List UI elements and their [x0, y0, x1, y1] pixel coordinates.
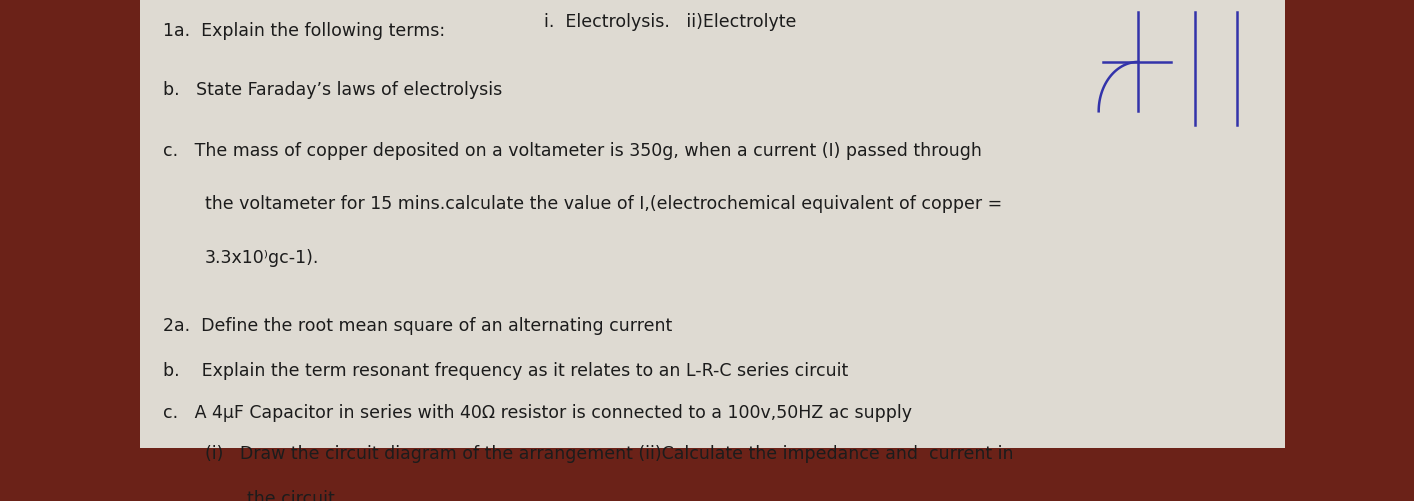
Text: the circuit.: the circuit. — [247, 488, 341, 501]
Text: 2a.  Define the root mean square of an alternating current: 2a. Define the root mean square of an al… — [163, 316, 672, 334]
Text: b.   State Faraday’s laws of electrolysis: b. State Faraday’s laws of electrolysis — [163, 81, 502, 99]
Text: b.    Explain the term resonant frequency as it relates to an L-R-C series circu: b. Explain the term resonant frequency a… — [163, 361, 848, 379]
Text: (i)   Draw the circuit diagram of the arrangement (ii)Calculate the impedance an: (i) Draw the circuit diagram of the arra… — [205, 444, 1014, 462]
Text: c.   The mass of copper deposited on a voltameter is 350g, when a current (I) pa: c. The mass of copper deposited on a vol… — [163, 141, 981, 159]
FancyBboxPatch shape — [140, 0, 1285, 448]
Text: c.   A 4μF Capacitor in series with 40Ω resistor is connected to a 100v,50HZ ac : c. A 4μF Capacitor in series with 40Ω re… — [163, 403, 912, 421]
Text: the voltameter for 15 mins.calculate the value of I,(electrochemical equivalent : the voltameter for 15 mins.calculate the… — [205, 195, 1003, 213]
Text: 1a.  Explain the following terms:: 1a. Explain the following terms: — [163, 23, 445, 41]
Text: 3.3x10⁾gc-1).: 3.3x10⁾gc-1). — [205, 249, 320, 267]
Text: i.  Electrolysis.   ii)Electrolyte: i. Electrolysis. ii)Electrolyte — [544, 14, 796, 32]
